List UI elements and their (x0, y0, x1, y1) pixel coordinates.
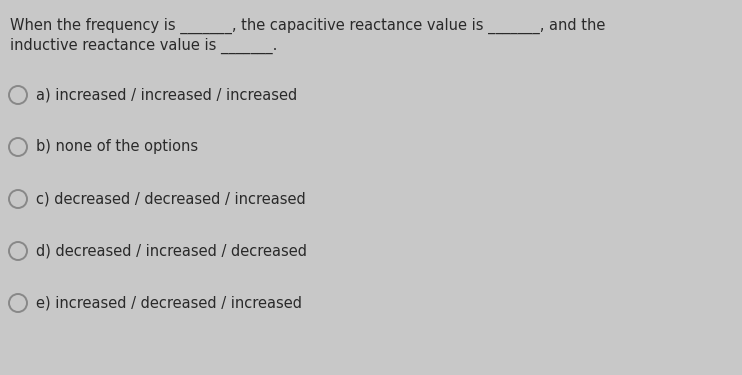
Text: When the frequency is _______, the capacitive reactance value is _______, and th: When the frequency is _______, the capac… (10, 18, 605, 34)
Text: inductive reactance value is _______.: inductive reactance value is _______. (10, 38, 278, 54)
Text: a) increased / increased / increased: a) increased / increased / increased (36, 87, 298, 102)
Text: e) increased / decreased / increased: e) increased / decreased / increased (36, 296, 302, 310)
Text: c) decreased / decreased / increased: c) decreased / decreased / increased (36, 192, 306, 207)
Text: d) decreased / increased / decreased: d) decreased / increased / decreased (36, 243, 307, 258)
Text: b) none of the options: b) none of the options (36, 140, 198, 154)
